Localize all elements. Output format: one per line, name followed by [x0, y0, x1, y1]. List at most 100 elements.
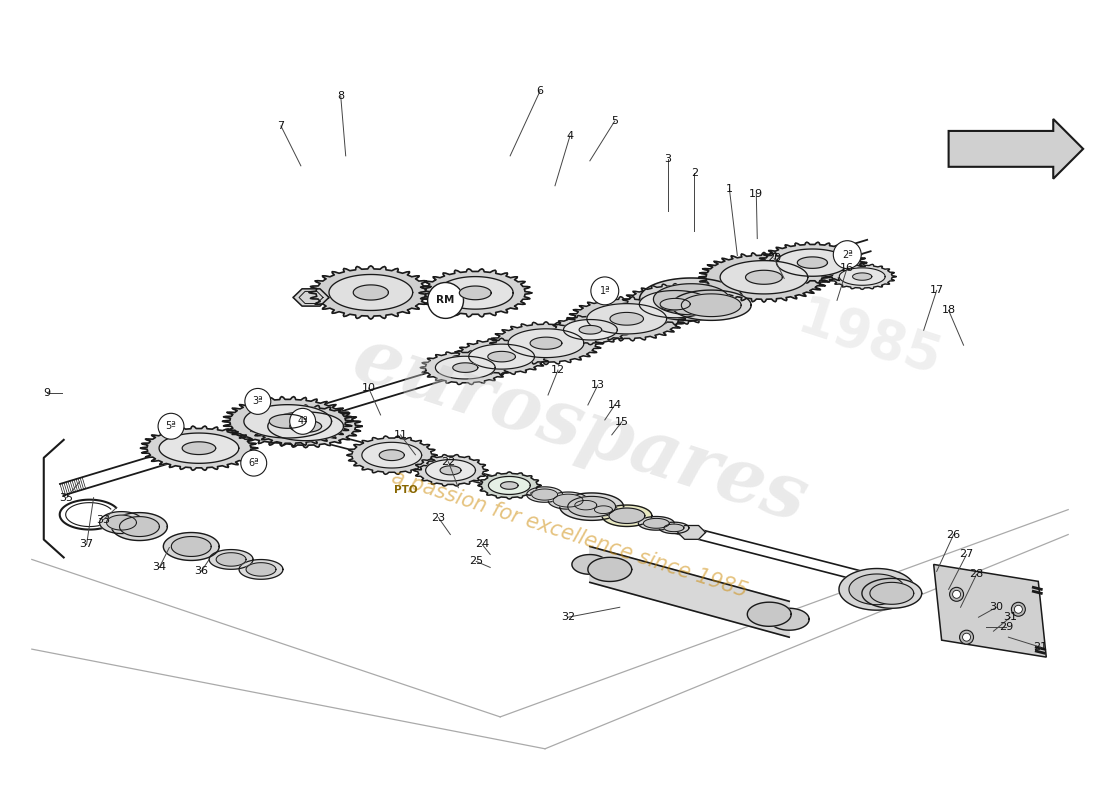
- Polygon shape: [120, 517, 160, 537]
- Text: PTO: PTO: [394, 485, 417, 494]
- Polygon shape: [379, 450, 405, 461]
- Polygon shape: [289, 420, 321, 432]
- Circle shape: [953, 590, 960, 598]
- Circle shape: [949, 587, 964, 602]
- Text: 10: 10: [362, 383, 375, 393]
- Text: 1: 1: [726, 184, 733, 194]
- Text: 7: 7: [277, 121, 285, 131]
- Polygon shape: [172, 537, 211, 557]
- Polygon shape: [563, 319, 617, 340]
- Text: 33: 33: [97, 514, 111, 525]
- Text: 22: 22: [441, 457, 455, 466]
- Circle shape: [591, 277, 619, 305]
- Polygon shape: [610, 313, 643, 325]
- Polygon shape: [777, 249, 848, 276]
- Polygon shape: [769, 608, 810, 630]
- Polygon shape: [934, 565, 1046, 657]
- Polygon shape: [568, 496, 616, 517]
- Circle shape: [289, 408, 316, 434]
- Polygon shape: [590, 504, 617, 516]
- Polygon shape: [477, 472, 541, 499]
- Polygon shape: [575, 501, 596, 510]
- Polygon shape: [309, 266, 432, 319]
- Polygon shape: [594, 506, 613, 514]
- Text: 11: 11: [394, 430, 407, 440]
- Polygon shape: [490, 322, 603, 365]
- Text: 23: 23: [431, 513, 446, 522]
- Text: 15: 15: [615, 417, 629, 427]
- Polygon shape: [587, 304, 667, 334]
- Circle shape: [241, 450, 266, 476]
- Circle shape: [962, 633, 970, 641]
- Text: 30: 30: [989, 602, 1003, 612]
- Polygon shape: [438, 277, 513, 309]
- Polygon shape: [100, 512, 143, 534]
- Polygon shape: [362, 442, 421, 468]
- Polygon shape: [852, 273, 872, 280]
- Polygon shape: [250, 405, 362, 448]
- Text: eurospares: eurospares: [343, 322, 816, 538]
- Polygon shape: [560, 493, 624, 520]
- Polygon shape: [839, 268, 886, 286]
- Polygon shape: [698, 253, 829, 302]
- Text: 20: 20: [767, 254, 781, 263]
- Polygon shape: [531, 489, 558, 500]
- Text: 28: 28: [969, 570, 983, 579]
- Text: 16: 16: [840, 263, 854, 274]
- Text: 37: 37: [79, 539, 94, 550]
- Text: 24: 24: [475, 539, 490, 550]
- Polygon shape: [948, 119, 1084, 178]
- Polygon shape: [798, 257, 827, 268]
- Polygon shape: [839, 569, 915, 610]
- Polygon shape: [508, 329, 584, 358]
- Text: 2ª: 2ª: [842, 250, 852, 260]
- Circle shape: [245, 389, 271, 414]
- Text: 2: 2: [691, 168, 698, 178]
- Polygon shape: [107, 515, 136, 530]
- Polygon shape: [164, 533, 219, 561]
- Polygon shape: [453, 338, 550, 375]
- Text: 32: 32: [561, 612, 575, 622]
- Polygon shape: [111, 513, 167, 541]
- Polygon shape: [671, 290, 751, 320]
- Polygon shape: [346, 436, 437, 474]
- Text: 5ª: 5ª: [166, 422, 176, 431]
- Polygon shape: [660, 298, 690, 310]
- Polygon shape: [621, 283, 729, 325]
- Polygon shape: [758, 242, 867, 283]
- Polygon shape: [587, 558, 631, 582]
- Polygon shape: [183, 442, 216, 454]
- Polygon shape: [414, 454, 487, 486]
- Polygon shape: [862, 578, 922, 608]
- Polygon shape: [440, 466, 461, 475]
- Polygon shape: [426, 460, 475, 481]
- Polygon shape: [551, 314, 630, 345]
- Polygon shape: [828, 264, 896, 290]
- Text: 34: 34: [152, 562, 166, 573]
- Polygon shape: [420, 350, 510, 385]
- Text: RM: RM: [437, 295, 454, 306]
- Polygon shape: [747, 602, 791, 626]
- Text: 1ª: 1ª: [600, 286, 610, 296]
- Polygon shape: [553, 494, 583, 507]
- Polygon shape: [488, 477, 530, 494]
- Text: 8: 8: [338, 91, 344, 101]
- Polygon shape: [548, 492, 588, 509]
- Circle shape: [959, 630, 974, 644]
- Polygon shape: [141, 426, 257, 470]
- Text: 26: 26: [946, 530, 960, 539]
- Polygon shape: [579, 326, 602, 334]
- Text: 19: 19: [749, 189, 763, 198]
- Text: 21: 21: [1033, 642, 1047, 652]
- Polygon shape: [217, 553, 246, 566]
- Circle shape: [158, 414, 184, 439]
- Text: a passion for excellence since 1985: a passion for excellence since 1985: [389, 467, 750, 602]
- Circle shape: [1014, 606, 1022, 614]
- Text: 4ª: 4ª: [297, 416, 308, 426]
- Polygon shape: [849, 574, 905, 605]
- Text: 17: 17: [930, 286, 944, 295]
- Polygon shape: [419, 269, 531, 317]
- Polygon shape: [609, 508, 645, 523]
- Polygon shape: [293, 289, 329, 306]
- Text: 12: 12: [551, 365, 565, 375]
